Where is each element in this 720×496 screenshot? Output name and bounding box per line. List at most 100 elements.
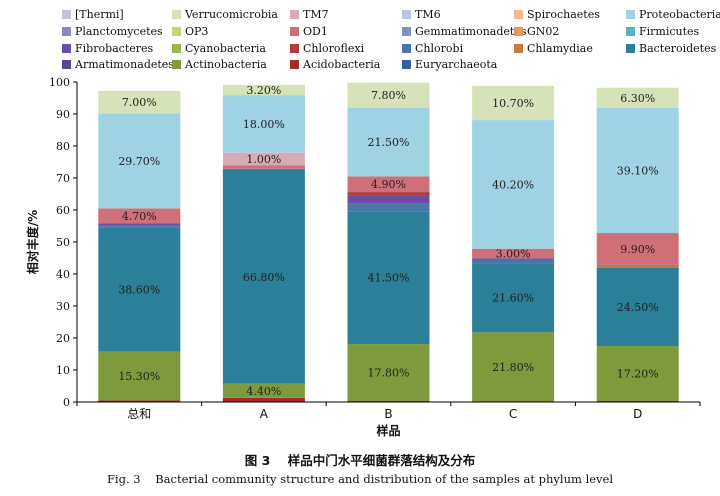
data-label: 21.50% (368, 136, 410, 149)
legend-label: TM6 (415, 8, 441, 21)
data-label: 21.60% (492, 292, 534, 305)
bar-segment-proteobacteria (596, 107, 679, 234)
bar-segment-verrucomicrobia (472, 85, 555, 121)
bar-segment-chlorobi (596, 264, 679, 266)
bar-segment-verrucomicrobia (222, 84, 305, 96)
x-tick-label: A (260, 407, 269, 421)
bar-segment-chlorobi (472, 259, 555, 264)
data-label: 3.00% (496, 248, 531, 261)
data-label: 4.90% (371, 178, 406, 191)
chart-legend: [Thermi] Verrucomicrobia TM7 TM6 Spirochaete… (0, 0, 720, 71)
data-label: 24.50% (617, 301, 659, 314)
bar-segment-od1 (98, 208, 181, 224)
figure-caption-chinese: 图 3 样品中门水平细菌群落结构及分布 (0, 450, 720, 469)
x-tick-label: 总和 (127, 407, 151, 421)
figure-title-english: Bacterial community structure and distri… (155, 472, 614, 486)
x-tick-label: D (633, 407, 642, 421)
bar-segment-tm7 (222, 152, 305, 166)
y-axis-title: 相对丰度/% (25, 210, 40, 274)
data-label: 66.80% (243, 271, 285, 284)
legend-swatch (514, 10, 523, 19)
bar-segment-chlorobi (98, 225, 181, 228)
legend-label: Cyanobacteria (185, 42, 266, 55)
y-tick-label: 70 (56, 172, 70, 185)
legend-swatch (402, 44, 411, 53)
bar-segment-bacteroidetes (596, 267, 679, 346)
data-label: 40.20% (492, 178, 534, 191)
bar-segment-fibrobacteres (347, 195, 430, 204)
legend-swatch (514, 27, 523, 36)
data-label: 1.00% (246, 153, 281, 166)
legend-swatch (290, 44, 299, 53)
legend-label: TM7 (303, 8, 329, 21)
data-label: 41.50% (368, 272, 410, 285)
bar-segment-actinobacteria (222, 383, 305, 398)
legend-swatch (172, 10, 181, 19)
legend-label: Actinobacteria (185, 58, 267, 71)
legend-swatch (172, 60, 181, 69)
legend-label: [Thermi] (75, 8, 124, 21)
y-tick-label: 40 (56, 268, 70, 281)
legend-label: Chloroflexi (303, 42, 365, 55)
legend-label: Armatimonadetes (75, 58, 174, 71)
bar-segment-verrucomicrobia (596, 87, 679, 108)
y-tick-label: 100 (49, 76, 70, 89)
legend-swatch (402, 27, 411, 36)
bar-segment-od1 (222, 165, 305, 169)
legend-swatch (172, 27, 181, 36)
bar-segment-chlorobi (347, 203, 430, 212)
data-label: 10.70% (492, 97, 534, 110)
data-label: 18.00% (243, 118, 285, 131)
bar-segment-actinobacteria (596, 346, 679, 402)
bar-segment-fibrobacteres (472, 258, 555, 260)
bar-segment-chlamydiae (596, 265, 679, 268)
bar-segment-proteobacteria (472, 120, 555, 249)
bar-segment-chloroflexi (347, 192, 430, 196)
data-label: 21.80% (492, 361, 534, 374)
legend-label: Fibrobacteres (75, 42, 154, 55)
legend-label: OD1 (303, 25, 328, 38)
data-label: 3.20% (246, 84, 281, 97)
data-label: 4.40% (246, 385, 281, 398)
bar-segment-acidobacteria (222, 397, 305, 402)
bar-segment-od1 (347, 176, 430, 193)
y-tick-label: 90 (56, 108, 70, 121)
legend-label: Planctomycetes (75, 25, 163, 38)
legend-label: Acidobacteria (303, 58, 381, 71)
data-label: 7.80% (371, 89, 406, 102)
data-label: 15.30% (118, 370, 160, 383)
legend-label: Bacteroidetes (639, 42, 717, 55)
legend-label: GN02 (527, 25, 560, 38)
bar-segment-bacteroidetes (472, 263, 555, 333)
bar-segment-verrucomicrobia (347, 82, 430, 108)
legend-swatch (172, 44, 181, 53)
bar-segment-verrucomicrobia (98, 90, 181, 114)
legend-swatch (290, 27, 299, 36)
bar-segment-actinobacteria (347, 344, 430, 402)
x-axis-title: 样品 (376, 423, 400, 438)
bar-segment-od1 (596, 233, 679, 265)
data-label: 9.90% (620, 243, 655, 256)
data-label: 17.20% (617, 368, 659, 381)
data-label: 4.70% (122, 210, 157, 223)
legend-label: Verrucomicrobia (185, 8, 278, 21)
legend-swatch (402, 10, 411, 19)
y-tick-label: 50 (56, 236, 70, 249)
legend-label: Gemmatimonadetes (415, 25, 527, 38)
y-tick-label: 10 (56, 364, 70, 377)
bar-segment-bacteroidetes (98, 227, 181, 352)
data-label: 17.80% (368, 367, 410, 380)
legend-swatch (62, 60, 71, 69)
bar-segment-actinobacteria (472, 332, 555, 402)
legend-label: Spirochaetes (527, 8, 600, 21)
legend-swatch (290, 10, 299, 19)
figure-number-english: Fig. 3 (106, 472, 141, 486)
y-tick-label: 30 (56, 300, 70, 313)
y-tick-label: 60 (56, 204, 70, 217)
y-tick-label: 0 (63, 396, 70, 409)
legend-swatch (626, 27, 635, 36)
bar-segment-od1 (472, 248, 555, 259)
data-label: 7.00% (122, 96, 157, 109)
stacked-bar-chart: 15.30% 38.60% 4.70% 29.70% 7.00% 4.40% 66.80% 1… (25, 76, 701, 438)
x-tick-label: C (509, 407, 517, 421)
